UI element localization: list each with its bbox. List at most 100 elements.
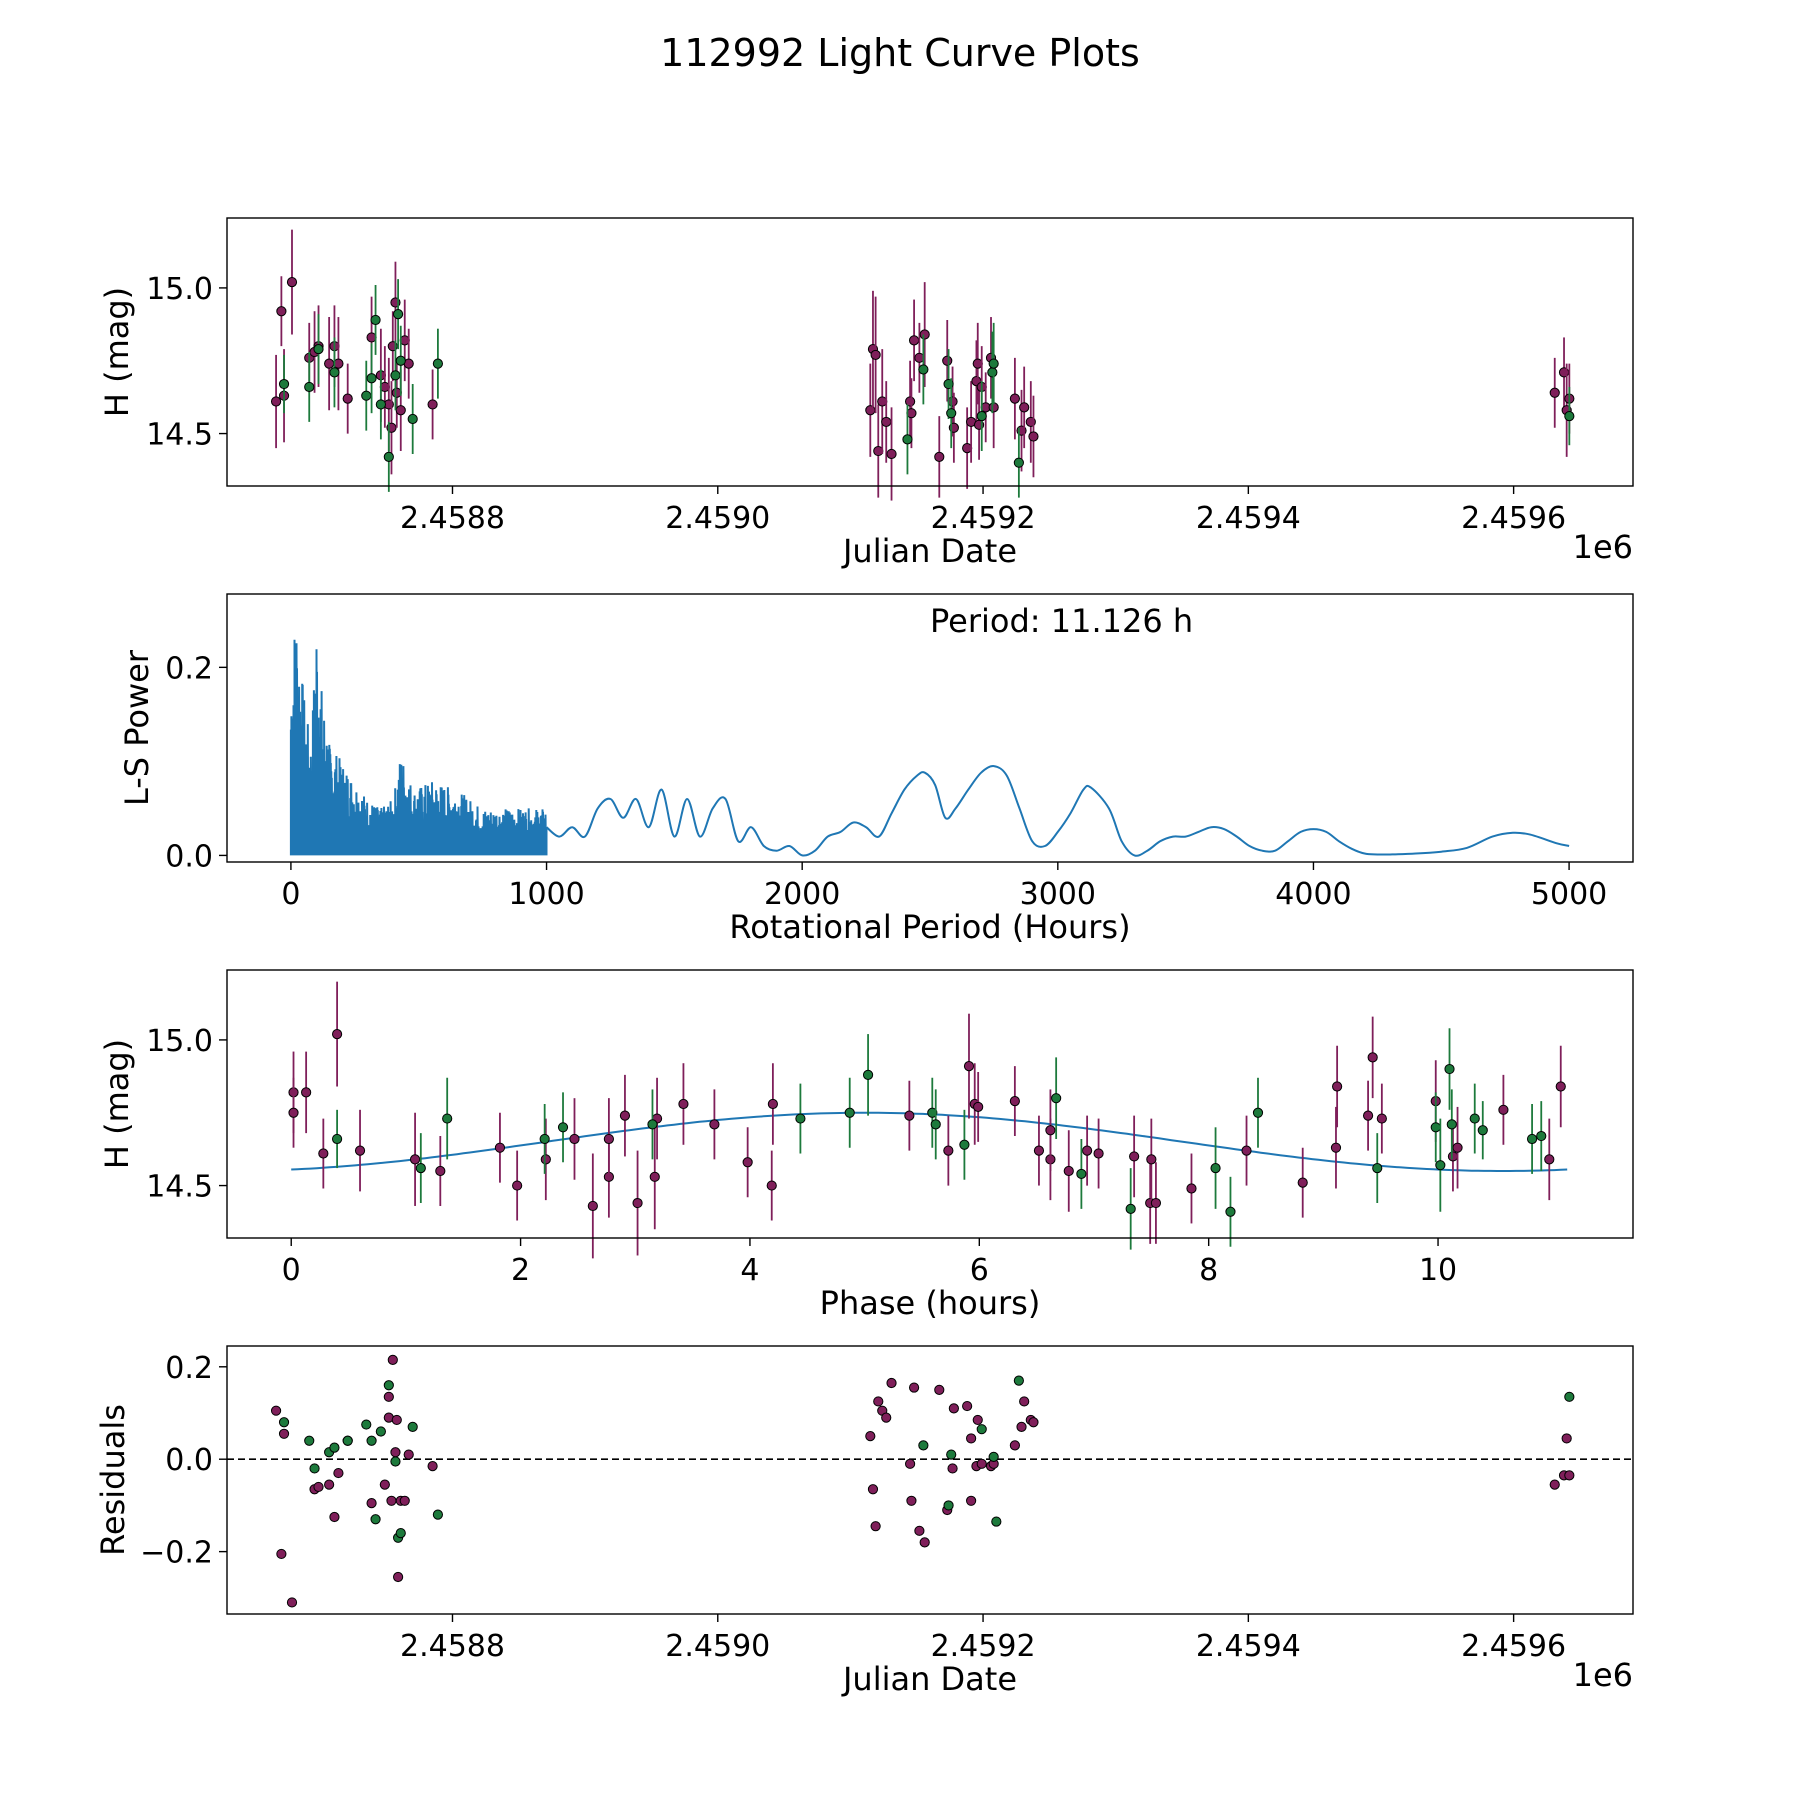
3-point-purple <box>1564 1470 1575 1481</box>
3-y-tick-label: 0.0 <box>165 1443 213 1478</box>
0-point-purple <box>881 416 892 428</box>
2-point-purple <box>1186 1183 1197 1194</box>
3-x-tick-label: 2.4592 <box>931 1629 1036 1664</box>
lightcurve-panel: 2.4588 2.4590 2.4592 2.4594 2.4596 14.515.0 … <box>98 217 1634 570</box>
0-point-green <box>946 408 957 419</box>
0-point-purple <box>886 448 897 460</box>
0-point-green <box>432 358 443 369</box>
2-point-green <box>331 1133 343 1145</box>
2-point-purple <box>1367 1052 1378 1063</box>
3-y-tick-label: −0.2 <box>140 1536 213 1571</box>
2-point-green <box>930 1119 941 1130</box>
3-point-purple <box>870 1521 881 1532</box>
0-point-green <box>976 410 987 422</box>
2-point-purple <box>973 1101 984 1113</box>
phased-axes-frame <box>226 969 1634 1239</box>
3-point-purple <box>867 1484 879 1495</box>
0-point-green <box>278 378 290 390</box>
3-point-green <box>432 1509 443 1520</box>
3-point-purple <box>270 1405 282 1416</box>
1-x-tick-label: 4000 <box>1275 877 1351 912</box>
0-point-green <box>1013 457 1024 468</box>
0-point-green <box>902 434 913 445</box>
3-point-purple <box>905 1458 916 1469</box>
3-point-purple <box>914 1525 925 1536</box>
0-point-purple <box>395 405 406 416</box>
2-point-green <box>844 1107 855 1118</box>
2-point-purple <box>619 1110 631 1121</box>
3-point-green <box>304 1435 315 1446</box>
0-x-tick-label: 2.4594 <box>1196 501 1301 536</box>
3-point-purple <box>391 1414 402 1426</box>
2-point-purple <box>494 1142 506 1153</box>
3-point-purple <box>403 1449 414 1460</box>
2-point-purple <box>1498 1104 1509 1115</box>
0-point-green <box>407 413 418 425</box>
3-point-purple <box>947 1463 958 1474</box>
3-point-purple <box>966 1495 977 1506</box>
0-point-green <box>361 390 372 401</box>
0-point-green <box>390 370 401 381</box>
3-point-green <box>342 1435 353 1446</box>
0-point-purple <box>905 396 916 407</box>
3-point-green <box>918 1440 929 1451</box>
2-x-tick-label: 4 <box>740 1253 759 1288</box>
0-y-tick-label: 14.5 <box>146 418 213 453</box>
0-point-purple <box>324 358 335 369</box>
2-point-purple <box>1452 1142 1463 1153</box>
3-point-purple <box>881 1412 892 1423</box>
residuals-x-label: Julian Date <box>841 1660 1017 1698</box>
0-point-green <box>988 358 999 369</box>
2-point-purple <box>1447 1151 1459 1162</box>
periodogram-y-label: L-S Power <box>118 649 156 806</box>
2-point-purple <box>435 1165 446 1177</box>
phased-x-label: Phase (hours) <box>820 1284 1041 1322</box>
periodogram-marks <box>289 639 1570 857</box>
periodogram-y-ticks: 0.0 0.2 <box>165 651 227 874</box>
1-y-tick-label: 0.2 <box>165 651 213 686</box>
2-point-purple <box>1332 1081 1343 1092</box>
0-point-purple <box>919 329 930 340</box>
2-point-green <box>1435 1160 1446 1171</box>
3-point-purple <box>908 1382 920 1393</box>
3-point-green <box>390 1456 401 1467</box>
3-point-purple <box>1549 1479 1560 1490</box>
1-x-tick-label: 0 <box>281 877 300 912</box>
1-x-tick-label: 5000 <box>1531 877 1607 912</box>
2-point-purple <box>1150 1197 1162 1209</box>
residuals-y-ticks: −0.2 0.0 0.2 <box>140 1351 227 1571</box>
periodogram-line-noisy <box>289 639 548 856</box>
2-point-purple <box>354 1145 366 1156</box>
3-point-purple <box>966 1433 977 1444</box>
2-point-green <box>1477 1125 1488 1136</box>
2-point-purple <box>318 1148 329 1159</box>
3-point-purple <box>865 1431 876 1442</box>
0-point-purple <box>342 393 353 404</box>
3-point-purple <box>390 1447 401 1458</box>
3-x-tick-label: 2.4590 <box>665 1629 770 1664</box>
2-point-purple <box>1146 1154 1157 1165</box>
2-point-purple <box>1063 1165 1074 1177</box>
3-point-green <box>976 1424 987 1435</box>
residuals-y-label: Residuals <box>94 1404 132 1556</box>
3-point-green <box>329 1442 340 1453</box>
lightcurve-x-offset: 1e6 <box>1573 528 1633 566</box>
periodogram-axes-frame <box>226 593 1634 863</box>
3-point-purple <box>1028 1417 1039 1428</box>
residuals-panel: 2.4588 2.4590 2.4592 2.4594 2.4596 −0.2 0.0 0.… <box>94 1345 1634 1698</box>
1-y-tick-label: 0.0 <box>165 839 213 874</box>
3-x-tick-label: 2.4596 <box>1461 1629 1566 1664</box>
periodogram-x-label: Rotational Period (Hours) <box>729 908 1130 946</box>
0-point-green <box>393 309 404 320</box>
3-point-purple <box>1016 1421 1027 1432</box>
0-point-green <box>395 355 406 366</box>
2-point-purple <box>678 1098 689 1110</box>
2-point-purple <box>904 1110 915 1121</box>
phased-y-ticks: 14.5 15.0 <box>146 1024 227 1205</box>
residuals-x-offset: 1e6 <box>1573 1656 1633 1694</box>
2-point-green <box>1125 1203 1136 1214</box>
2-point-green <box>1469 1113 1480 1124</box>
2-point-green <box>862 1069 874 1080</box>
0-point-green <box>918 364 929 375</box>
